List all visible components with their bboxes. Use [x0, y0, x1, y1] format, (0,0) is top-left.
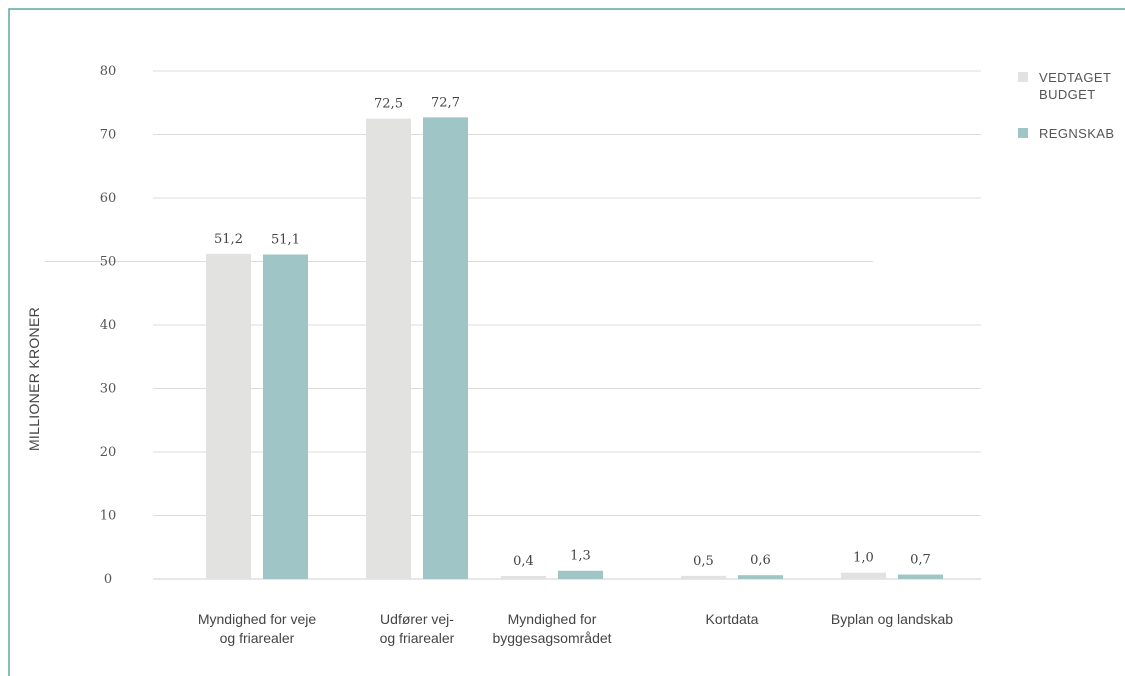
legend-label: BUDGET: [1039, 87, 1096, 102]
bar: [681, 575, 726, 579]
value-label: 51,1: [271, 233, 300, 248]
value-label: 72,7: [431, 95, 460, 110]
bar: [366, 118, 411, 579]
legend-label: REGNSKAB: [1039, 126, 1114, 141]
category-label: Myndighed for veje: [198, 611, 317, 627]
category-label: Byplan og landskab: [831, 611, 953, 627]
y-tick-label: 60: [100, 191, 117, 206]
frame-border: [8, 8, 1125, 676]
category-label: og friarealer: [220, 630, 295, 646]
value-label: 72,5: [374, 97, 403, 112]
legend-swatch: [1018, 128, 1028, 138]
value-label: 0,7: [910, 553, 931, 568]
legend-swatch: [1018, 72, 1028, 82]
y-tick-label: 0: [104, 572, 112, 587]
bar: [558, 570, 603, 579]
bar: [501, 576, 546, 579]
y-tick-label: 40: [100, 318, 117, 333]
value-label: 0,4: [513, 554, 534, 569]
bar: [738, 575, 783, 579]
value-label: 1,3: [570, 549, 591, 564]
y-tick-label: 10: [100, 509, 117, 524]
bar: [841, 572, 886, 579]
y-tick-label: 50: [100, 255, 117, 270]
bar: [206, 253, 251, 579]
value-label: 0,5: [693, 554, 714, 569]
value-labels: 51,2 72,5 0,4 0,5 1,0 51,1 72,7 1,3 0,6 0,7: [214, 95, 931, 569]
category-label: Udfører vej-: [380, 611, 454, 627]
value-label: 51,2: [214, 232, 243, 247]
y-axis-ticks: 0 10 20 30 40 50 60 70 80: [100, 64, 117, 587]
bar: [423, 117, 468, 579]
gridlines: [45, 70, 981, 580]
category-labels: Myndighed for veje og friarealer Udfører v…: [198, 611, 953, 646]
category-label: byggesagsområdet: [492, 630, 611, 646]
legend: VEDTAGET BUDGET REGNSKAB: [1018, 70, 1114, 141]
y-tick-label: 30: [100, 382, 117, 397]
category-label: Kortdata: [706, 611, 759, 627]
bar: [263, 254, 308, 579]
legend-label: VEDTAGET: [1039, 70, 1111, 85]
y-tick-label: 70: [100, 128, 117, 143]
category-label: og friarealer: [380, 630, 455, 646]
value-label: 1,0: [853, 551, 874, 566]
bar: [898, 574, 943, 579]
y-axis-label: MILLIONER KRONER: [26, 307, 42, 451]
y-tick-label: 20: [100, 445, 117, 460]
value-label: 0,6: [750, 553, 771, 568]
bars: [206, 117, 943, 579]
category-label: Myndighed for: [508, 611, 597, 627]
y-tick-label: 80: [100, 64, 117, 79]
